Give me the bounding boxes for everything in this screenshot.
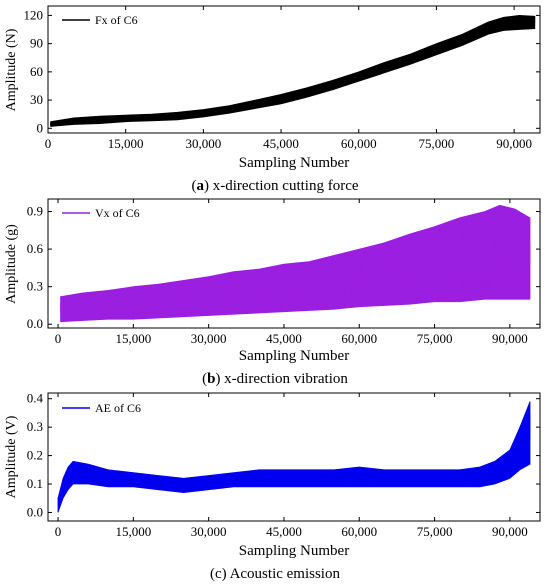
panel-acoustic-emission: 0 15,000 30,000 45,000 60,000 75,000 90,000 0.0… bbox=[4, 391, 541, 582]
y-tick-label: 30 bbox=[30, 92, 43, 107]
series-band bbox=[57, 401, 531, 513]
x-tick-label: 30,000 bbox=[185, 136, 221, 151]
x-tick-label: 60,000 bbox=[341, 524, 377, 539]
y-axis-label: Amplitude (V) bbox=[4, 415, 19, 498]
caption-text: ) x-direction vibration bbox=[215, 371, 348, 387]
y-tick-label: 0.2 bbox=[27, 448, 43, 463]
plot-frame bbox=[47, 392, 541, 522]
plot-frame bbox=[47, 5, 541, 134]
x-tick-label: 0 bbox=[45, 136, 52, 151]
x-axis-label: Sampling Number bbox=[239, 155, 349, 171]
series-spikes bbox=[57, 413, 531, 508]
y-tick-label: 0 bbox=[37, 120, 44, 135]
panel-cutting-force: 0 15,000 30,000 45,000 60,000 75,000 90,000 0 30… bbox=[4, 5, 541, 194]
legend: Fx of C6 bbox=[62, 13, 138, 27]
y-tick-label: 0.4 bbox=[27, 391, 44, 406]
y-tick-label: 0.9 bbox=[27, 204, 43, 219]
legend-label: Vx of C6 bbox=[95, 206, 140, 220]
y-tick-label: 0.0 bbox=[27, 504, 43, 519]
axis-ticks: 0 15,000 30,000 45,000 60,000 75,000 90,000 0.0… bbox=[27, 391, 540, 539]
y-tick-label: 0.3 bbox=[27, 279, 43, 294]
x-tick-label: 15,000 bbox=[115, 331, 151, 346]
panel-vibration: 0 15,000 30,000 45,000 60,000 75,000 90,000 0.0… bbox=[4, 198, 541, 387]
legend-label: AE of C6 bbox=[95, 401, 141, 415]
x-tick-label: 90,000 bbox=[496, 136, 532, 151]
series-spikes bbox=[50, 16, 536, 127]
x-tick-label: 15,000 bbox=[115, 524, 151, 539]
x-axis-label: Sampling Number bbox=[239, 348, 349, 364]
x-tick-label: 45,000 bbox=[266, 524, 302, 539]
series-noise bbox=[60, 206, 531, 321]
caption-letter: b bbox=[207, 371, 215, 387]
x-tick-label: 90,000 bbox=[492, 331, 528, 346]
y-tick-label: 60 bbox=[30, 64, 43, 79]
x-tick-label: 45,000 bbox=[263, 136, 299, 151]
x-tick-label: 60,000 bbox=[341, 136, 377, 151]
x-tick-label: 15,000 bbox=[108, 136, 144, 151]
y-tick-label: 0.1 bbox=[27, 476, 43, 491]
y-axis-label: Amplitude (g) bbox=[4, 224, 19, 304]
caption: (a) x-direction cutting force bbox=[191, 178, 358, 194]
x-tick-label: 75,000 bbox=[417, 524, 453, 539]
series-spikes bbox=[60, 206, 531, 321]
x-axis-label: Sampling Number bbox=[239, 543, 349, 559]
caption: (c) Acoustic emission bbox=[210, 566, 340, 582]
caption-letter: a bbox=[196, 178, 204, 194]
series-band bbox=[50, 14, 536, 127]
y-tick-label: 120 bbox=[24, 7, 44, 22]
y-tick-label: 0.0 bbox=[27, 316, 43, 331]
y-tick-label: 0.6 bbox=[27, 241, 44, 256]
caption-text: ) x-direction cutting force bbox=[204, 178, 359, 194]
x-tick-label: 45,000 bbox=[266, 331, 302, 346]
legend: AE of C6 bbox=[62, 401, 141, 415]
legend-label: Fx of C6 bbox=[95, 13, 138, 27]
y-axis-label: Amplitude (N) bbox=[4, 28, 19, 111]
x-tick-label: 0 bbox=[55, 524, 62, 539]
axis-ticks: 0 15,000 30,000 45,000 60,000 75,000 90,000 0 30… bbox=[24, 6, 540, 151]
x-tick-label: 30,000 bbox=[191, 331, 227, 346]
y-tick-label: 0.3 bbox=[27, 419, 43, 434]
x-tick-label: 75,000 bbox=[417, 331, 453, 346]
caption: (b) x-direction vibration bbox=[202, 371, 348, 387]
axis-ticks: 0 15,000 30,000 45,000 60,000 75,000 90,000 0.0… bbox=[27, 199, 540, 346]
plot-frame bbox=[47, 198, 541, 329]
x-tick-label: 90,000 bbox=[492, 524, 528, 539]
y-tick-label: 90 bbox=[30, 36, 43, 51]
x-tick-label: 0 bbox=[55, 331, 62, 346]
series-noise bbox=[50, 16, 536, 127]
x-tick-label: 30,000 bbox=[191, 524, 227, 539]
x-tick-label: 75,000 bbox=[419, 136, 455, 151]
caption-text: (c) Acoustic emission bbox=[210, 566, 340, 582]
x-tick-label: 60,000 bbox=[341, 331, 377, 346]
series-noise bbox=[57, 413, 531, 508]
legend: Vx of C6 bbox=[62, 206, 140, 220]
